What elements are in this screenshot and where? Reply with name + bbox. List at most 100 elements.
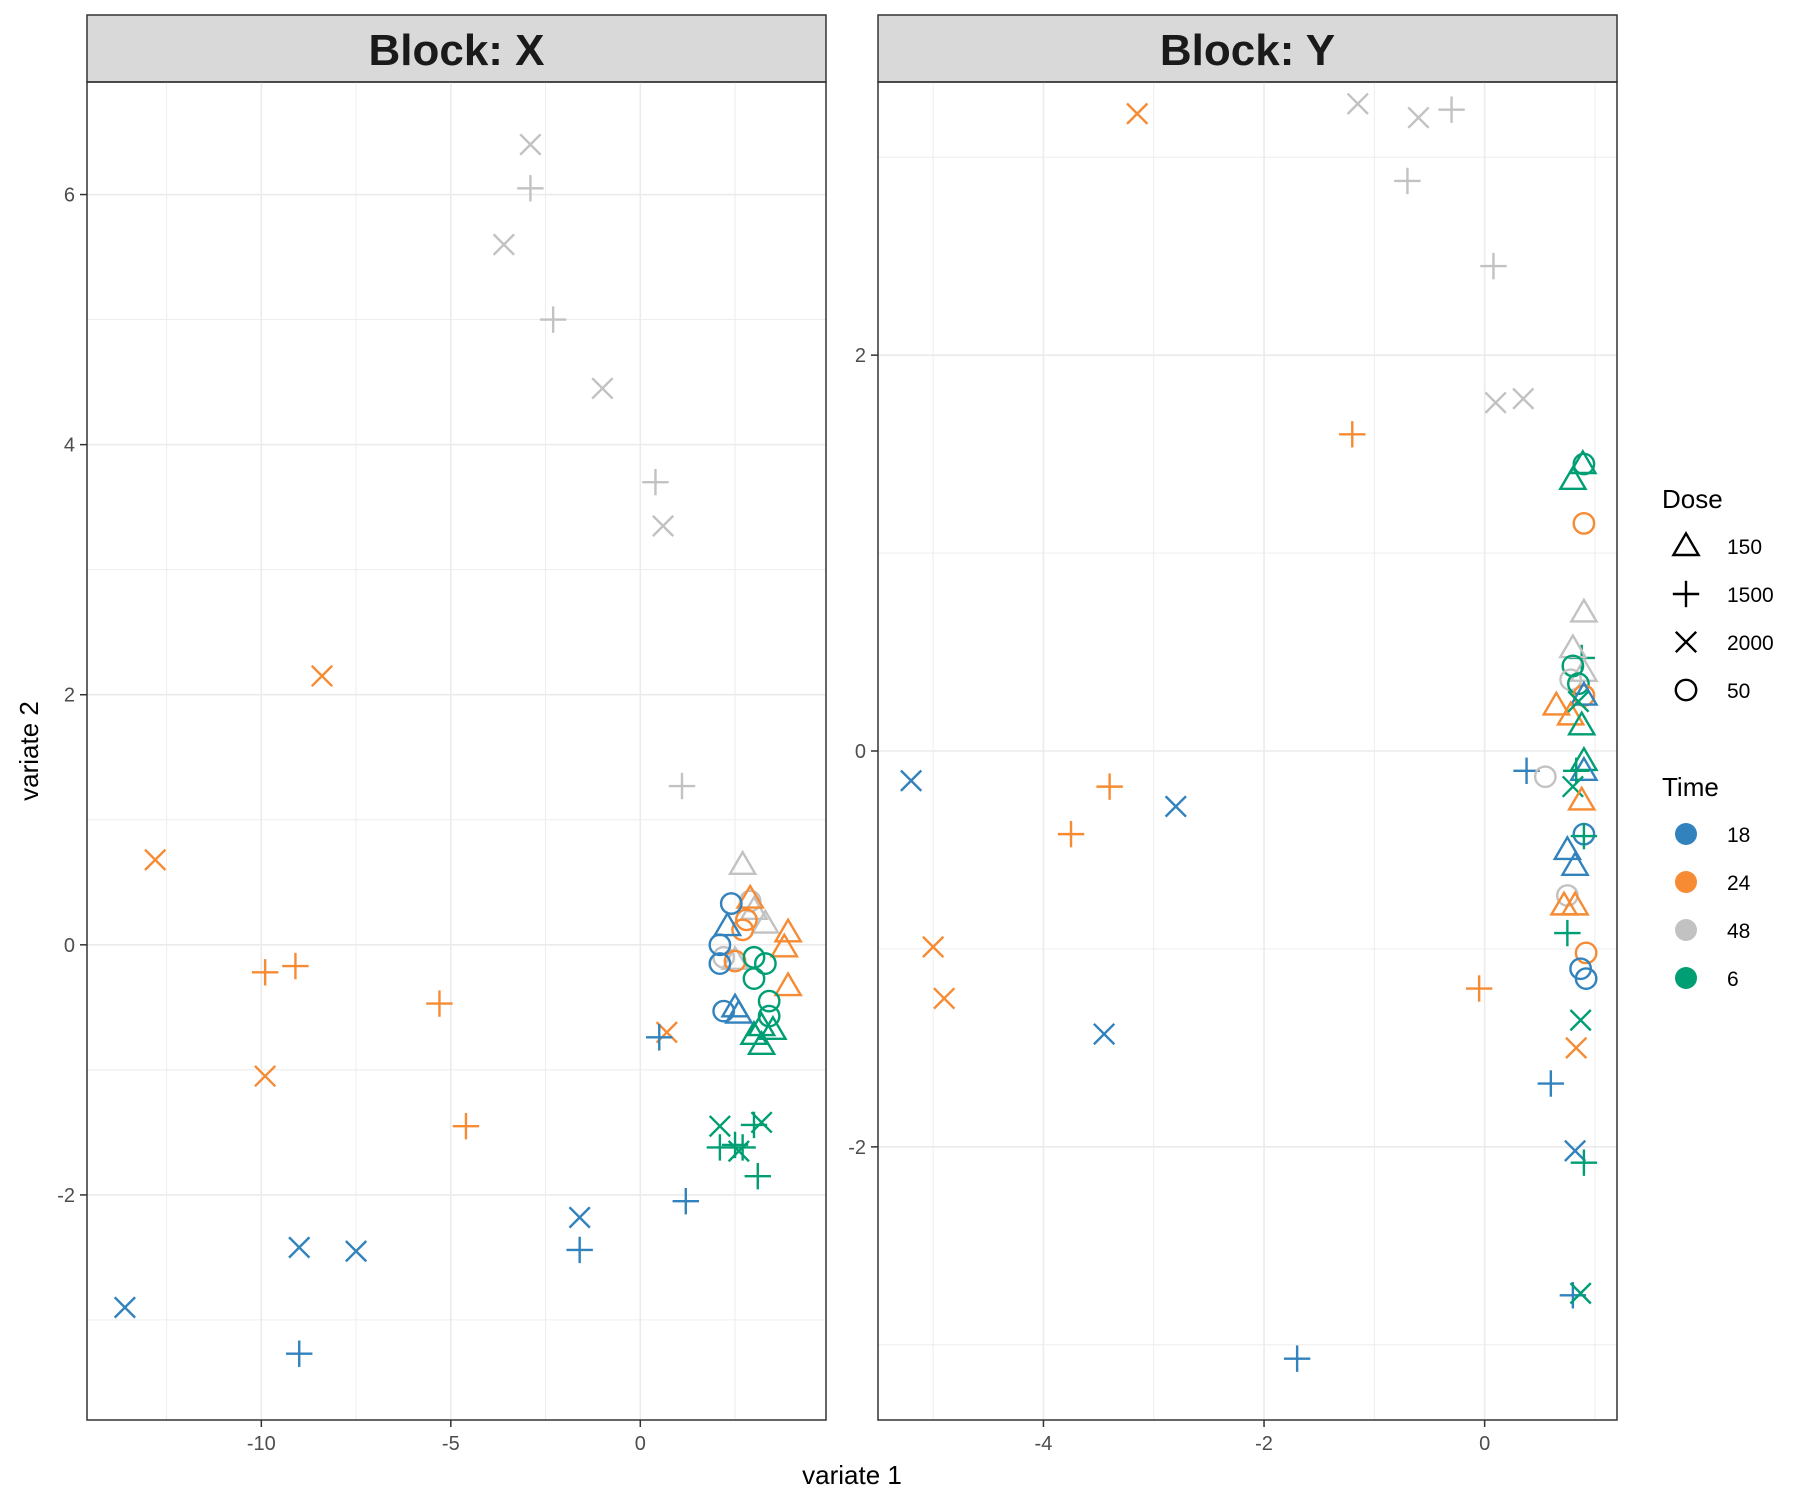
data-point bbox=[1512, 387, 1535, 410]
data-point bbox=[1533, 765, 1557, 789]
data-point bbox=[1567, 785, 1597, 811]
data-point bbox=[288, 1236, 311, 1259]
data-point bbox=[769, 932, 800, 958]
data-point bbox=[1574, 941, 1598, 965]
strip-title-x: Block: X bbox=[368, 26, 544, 75]
legend-key bbox=[1672, 580, 1700, 608]
y-tick-label: -2 bbox=[848, 1137, 866, 1159]
y-tick-label: 0 bbox=[64, 935, 75, 957]
data-point bbox=[742, 967, 766, 990]
grid-y bbox=[878, 82, 1617, 1420]
data-point bbox=[750, 1111, 773, 1134]
data-point bbox=[672, 1187, 699, 1215]
x-tick-label: -4 bbox=[1035, 1433, 1053, 1455]
data-point bbox=[113, 1296, 136, 1319]
data-point bbox=[708, 933, 732, 957]
data-point bbox=[1096, 773, 1123, 800]
data-point bbox=[1346, 92, 1369, 115]
data-point bbox=[1465, 975, 1493, 1002]
data-point bbox=[1562, 757, 1590, 784]
legend-key bbox=[1675, 823, 1697, 845]
legend-key bbox=[1675, 919, 1697, 941]
x-tick-label: 0 bbox=[635, 1433, 646, 1455]
data-point bbox=[727, 849, 758, 875]
data-point bbox=[1564, 1139, 1587, 1162]
data-point bbox=[729, 1134, 756, 1161]
data-point bbox=[517, 175, 544, 202]
legend-label: 150 bbox=[1727, 536, 1762, 559]
data-point bbox=[1407, 106, 1430, 129]
data-point bbox=[773, 971, 803, 997]
data-point bbox=[286, 1340, 313, 1367]
points-y bbox=[900, 92, 1599, 1372]
data-point bbox=[724, 998, 754, 1024]
legend-key bbox=[1671, 531, 1701, 557]
legend-label: 48 bbox=[1727, 920, 1750, 943]
data-point bbox=[539, 306, 567, 333]
data-point bbox=[668, 772, 696, 800]
data-point bbox=[1569, 597, 1599, 623]
data-point bbox=[452, 1112, 480, 1140]
data-point bbox=[251, 959, 279, 986]
data-point bbox=[1569, 755, 1599, 781]
legend-key bbox=[1675, 871, 1697, 893]
legend-key bbox=[1675, 967, 1697, 989]
y-tick-label: -2 bbox=[57, 1185, 75, 1207]
data-point bbox=[1574, 967, 1598, 991]
data-point bbox=[1560, 850, 1590, 876]
y-tick-label: 0 bbox=[855, 741, 866, 763]
data-point bbox=[492, 233, 515, 256]
data-point bbox=[727, 1140, 750, 1163]
data-point bbox=[1570, 822, 1598, 850]
data-point bbox=[1558, 633, 1588, 659]
axis-ticks-x: -10 -5 0 -2 0 2 4 6 bbox=[57, 185, 646, 1455]
data-point bbox=[708, 952, 732, 975]
data-point bbox=[1339, 421, 1366, 448]
data-point bbox=[900, 769, 923, 792]
data-point bbox=[719, 892, 743, 915]
data-point bbox=[1537, 1070, 1565, 1097]
data-point bbox=[706, 1134, 734, 1161]
data-point bbox=[1572, 452, 1596, 476]
data-point bbox=[646, 1024, 673, 1051]
data-point bbox=[144, 848, 167, 871]
x-tick-label: -10 bbox=[247, 1433, 276, 1455]
data-point bbox=[1541, 690, 1572, 716]
axis-ticks-y: -4 -2 0 -2 0 2 bbox=[848, 345, 1490, 1455]
legend-key bbox=[1674, 678, 1698, 702]
grid-x bbox=[87, 82, 826, 1420]
data-point bbox=[750, 908, 781, 934]
data-point bbox=[1567, 710, 1597, 736]
data-point bbox=[757, 989, 781, 1013]
strip-background-x bbox=[86, 14, 827, 83]
legend-label: 2000 bbox=[1727, 632, 1774, 655]
strip-title-y: Block: Y bbox=[1160, 26, 1335, 75]
panel-x: Block: X -10 -5 0 -2 0 2 4 6 bbox=[57, 14, 827, 1455]
data-point bbox=[282, 952, 309, 980]
data-point bbox=[1438, 96, 1465, 123]
y-tick-label: 4 bbox=[64, 435, 75, 457]
data-point bbox=[310, 664, 334, 688]
data-point bbox=[742, 945, 766, 969]
data-point bbox=[1480, 252, 1507, 280]
data-point bbox=[1283, 1345, 1311, 1372]
legend-key bbox=[1674, 630, 1698, 654]
data-point bbox=[1567, 690, 1590, 713]
points-x bbox=[113, 133, 803, 1367]
data-point bbox=[568, 1206, 591, 1229]
data-point bbox=[1558, 464, 1588, 491]
data-point bbox=[1093, 1022, 1116, 1046]
data-point bbox=[735, 908, 758, 932]
data-point bbox=[1057, 820, 1085, 848]
data-point bbox=[731, 918, 755, 942]
data-point bbox=[1164, 795, 1187, 818]
data-point bbox=[1513, 757, 1540, 784]
data-point bbox=[1569, 680, 1599, 706]
panel-border-x bbox=[86, 81, 827, 1421]
data-point bbox=[345, 1240, 368, 1263]
data-point bbox=[519, 133, 542, 156]
data-point bbox=[1555, 700, 1586, 726]
legend-label: 18 bbox=[1727, 824, 1750, 847]
